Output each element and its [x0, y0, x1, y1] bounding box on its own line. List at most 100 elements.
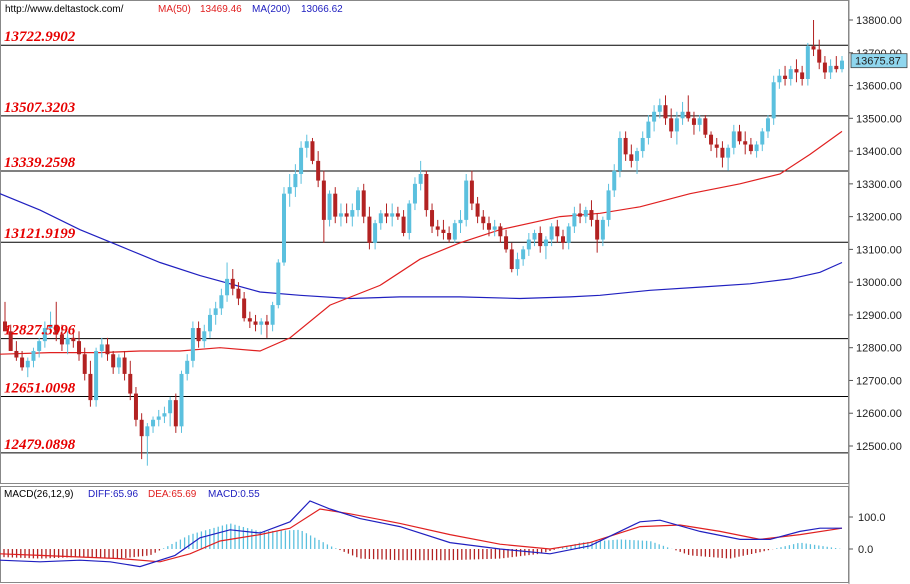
candle	[139, 413, 144, 460]
candle	[486, 216, 491, 237]
level-lines	[1, 44, 848, 454]
candle	[270, 301, 275, 332]
candle	[25, 357, 30, 378]
candle	[430, 203, 435, 233]
candle	[168, 396, 173, 427]
candle	[589, 200, 594, 227]
price-tick-label: 13000.00	[856, 277, 902, 289]
candle	[635, 147, 640, 175]
macd-diff-line	[0, 500, 842, 568]
candle	[48, 311, 53, 335]
candle	[788, 65, 793, 86]
candle	[77, 331, 82, 361]
candle	[811, 20, 816, 57]
candle	[156, 409, 161, 427]
price-tick-label: 13300.00	[856, 179, 902, 191]
level-label: 13507.3203	[4, 100, 76, 116]
candle	[600, 216, 605, 247]
candle	[595, 213, 600, 253]
candle	[771, 75, 776, 125]
candle	[105, 337, 110, 361]
candle	[748, 137, 753, 155]
candle	[566, 223, 571, 250]
price-tick-label: 12900.00	[856, 310, 902, 322]
ma50-label: MA(50)	[158, 4, 191, 15]
candle	[116, 354, 121, 374]
candle	[760, 128, 765, 152]
candle	[805, 42, 810, 86]
candle	[54, 301, 59, 342]
candle	[731, 124, 736, 155]
candle	[401, 210, 406, 237]
ma50-value: 13469.46	[200, 4, 242, 15]
candle	[395, 206, 400, 220]
candle	[299, 141, 304, 184]
candle	[612, 164, 617, 197]
candle	[441, 219, 446, 240]
candle	[185, 354, 190, 381]
candle	[128, 360, 133, 401]
candle	[526, 233, 531, 256]
candle	[464, 174, 469, 227]
candle	[697, 115, 702, 132]
candle	[447, 226, 452, 243]
price-tick-label: 13200.00	[856, 212, 902, 224]
macd-dea-line	[0, 508, 843, 563]
macd-histogram	[3, 523, 841, 561]
candle	[543, 236, 548, 260]
candle	[196, 321, 201, 348]
candle	[236, 282, 241, 306]
candle	[583, 206, 588, 224]
candle	[276, 259, 281, 309]
candle	[71, 328, 76, 348]
candle	[213, 301, 218, 325]
candle	[88, 360, 93, 407]
candle	[327, 190, 332, 227]
candle	[561, 229, 565, 250]
level-label: 13121.9199	[4, 226, 76, 242]
candle	[452, 219, 457, 243]
candle	[65, 331, 70, 355]
candle	[538, 226, 543, 253]
candle	[840, 56, 844, 73]
candle	[726, 144, 731, 171]
macd-diff: DIFF:65.96	[88, 489, 138, 500]
candle	[333, 187, 338, 224]
price-tick-label: 12800.00	[856, 343, 902, 355]
price-axis: 13800.0013700.0013600.0013500.0013400.00…	[849, 15, 902, 453]
candle	[407, 200, 412, 240]
current-price: 13675.87	[855, 56, 901, 68]
level-label: 12651.0098	[4, 381, 76, 397]
price-tick-label: 13600.00	[856, 81, 902, 93]
ma50-line	[0, 130, 843, 355]
macd-tick-label: 0.0	[858, 544, 873, 556]
ma200-line	[0, 193, 843, 300]
candle	[515, 252, 520, 276]
candle	[378, 210, 383, 230]
candle	[720, 141, 725, 168]
candle	[817, 39, 822, 70]
candle	[350, 203, 355, 227]
candle	[674, 111, 679, 145]
candle	[190, 321, 195, 368]
candle	[225, 262, 230, 302]
candle	[794, 59, 799, 83]
candle	[390, 203, 395, 227]
candle	[743, 131, 748, 155]
candle	[384, 203, 389, 224]
candle	[179, 370, 184, 433]
candle	[435, 219, 440, 237]
candle	[783, 65, 788, 86]
candle	[162, 406, 167, 424]
macd-dea: DEA:65.69	[148, 489, 197, 500]
candle	[475, 196, 480, 224]
current-price-tag: 13675.87	[850, 53, 908, 69]
macd-value: MACD:0.55	[208, 489, 260, 500]
candle	[202, 324, 207, 348]
candle	[549, 223, 554, 247]
candle	[82, 347, 87, 381]
price-tick-label: 13100.00	[856, 244, 902, 256]
source-url: http://www.deltastock.com/	[5, 4, 124, 15]
candle	[310, 137, 315, 165]
